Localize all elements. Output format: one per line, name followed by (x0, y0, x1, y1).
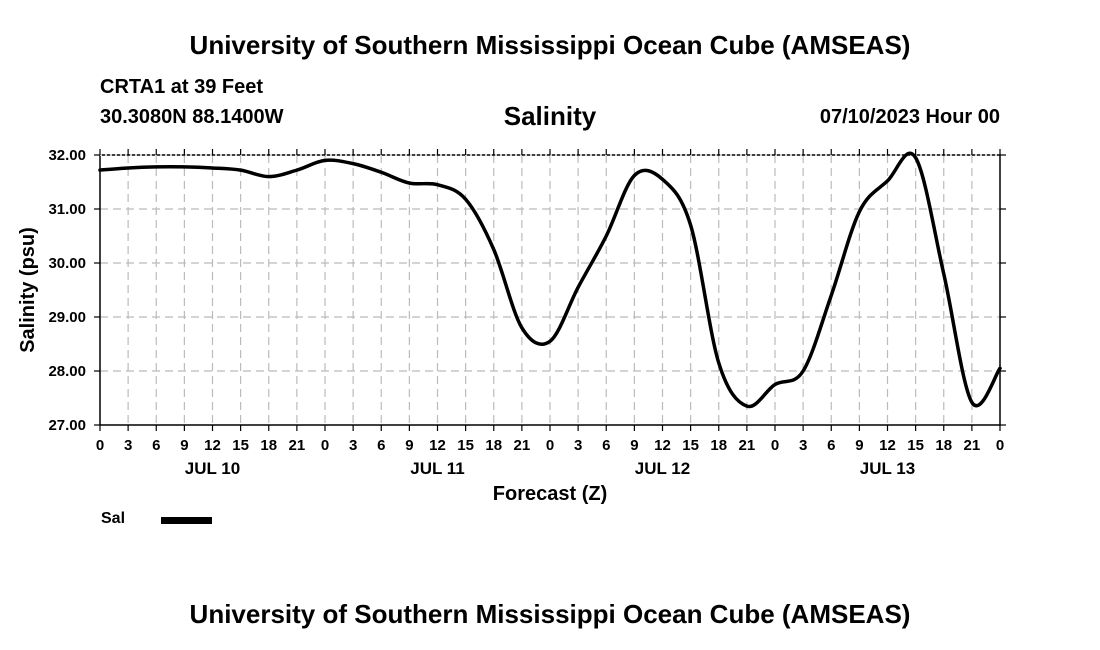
x-tick-label: 0 (996, 437, 1004, 454)
day-label: JUL 13 (860, 459, 915, 478)
day-label: JUL 10 (185, 459, 240, 478)
x-tick-label: 0 (546, 437, 554, 454)
x-tick-label: 18 (485, 437, 502, 454)
day-label: JUL 12 (635, 459, 690, 478)
grid-lines (100, 154, 1000, 425)
x-tick-label: 6 (152, 437, 160, 454)
x-tick-label: 15 (457, 437, 474, 454)
y-tick-label: 28.00 (48, 363, 86, 380)
day-label: JUL 11 (410, 459, 465, 478)
x-tick-label: 0 (321, 437, 329, 454)
day-labels: JUL 10 JUL 11 JUL 12 JUL 13 (185, 459, 915, 478)
x-tick-label: 12 (879, 437, 896, 454)
x-tick-label: 3 (574, 437, 582, 454)
y-tick-labels: 27.00 28.00 29.00 30.00 31.00 32.00 (48, 147, 86, 434)
location-coordinates: 30.3080N 88.1400W (100, 106, 284, 128)
y-tick-label: 27.00 (48, 417, 86, 434)
x-tick-label: 18 (260, 437, 277, 454)
x-tick-label: 21 (514, 437, 531, 454)
x-tick-label: 9 (180, 437, 188, 454)
station-label: CRTA1 at 39 Feet (100, 76, 264, 98)
x-tick-label: 3 (349, 437, 357, 454)
x-tick-label: 6 (377, 437, 385, 454)
x-tick-label: 3 (799, 437, 807, 454)
x-tick-label: 18 (710, 437, 727, 454)
header-title: University of Southern Mississippi Ocean… (189, 30, 911, 60)
x-tick-label: 12 (654, 437, 671, 454)
x-tick-label: 6 (602, 437, 610, 454)
axis-ticks (94, 149, 1006, 431)
y-tick-label: 30.00 (48, 255, 86, 272)
x-tick-label: 21 (739, 437, 756, 454)
y-tick-label: 29.00 (48, 309, 86, 326)
legend-label: Sal (101, 510, 126, 527)
x-tick-label: 21 (289, 437, 306, 454)
x-tick-label: 0 (771, 437, 779, 454)
chart-title: Salinity (503, 101, 597, 131)
x-tick-label: 6 (827, 437, 835, 454)
x-tick-label: 9 (630, 437, 638, 454)
y-tick-label: 31.00 (48, 201, 86, 218)
x-tick-label: 0 (96, 437, 104, 454)
x-tick-labels: 0 3 6 9 12 15 18 21 0 3 6 9 12 15 18 21 0 3 6 9 12 15 18 21 0 3 6 9… (96, 437, 1004, 454)
x-tick-label: 15 (232, 437, 249, 454)
legend-swatch (161, 517, 212, 524)
y-axis-label: Salinity (psu) (17, 227, 39, 353)
x-tick-label: 12 (204, 437, 221, 454)
x-tick-label: 21 (964, 437, 981, 454)
x-tick-label: 15 (682, 437, 699, 454)
x-tick-label: 9 (405, 437, 413, 454)
x-tick-label: 15 (907, 437, 924, 454)
x-axis-label: Forecast (Z) (493, 483, 607, 505)
x-tick-label: 9 (855, 437, 863, 454)
x-tick-label: 12 (429, 437, 446, 454)
y-tick-label: 32.00 (48, 147, 86, 164)
series-line-sal (98, 151, 1002, 409)
forecast-datetime: 07/10/2023 Hour 00 (819, 106, 1000, 128)
x-tick-label: 18 (935, 437, 952, 454)
footer-title: University of Southern Mississippi Ocean… (189, 599, 911, 629)
x-tick-label: 3 (124, 437, 132, 454)
